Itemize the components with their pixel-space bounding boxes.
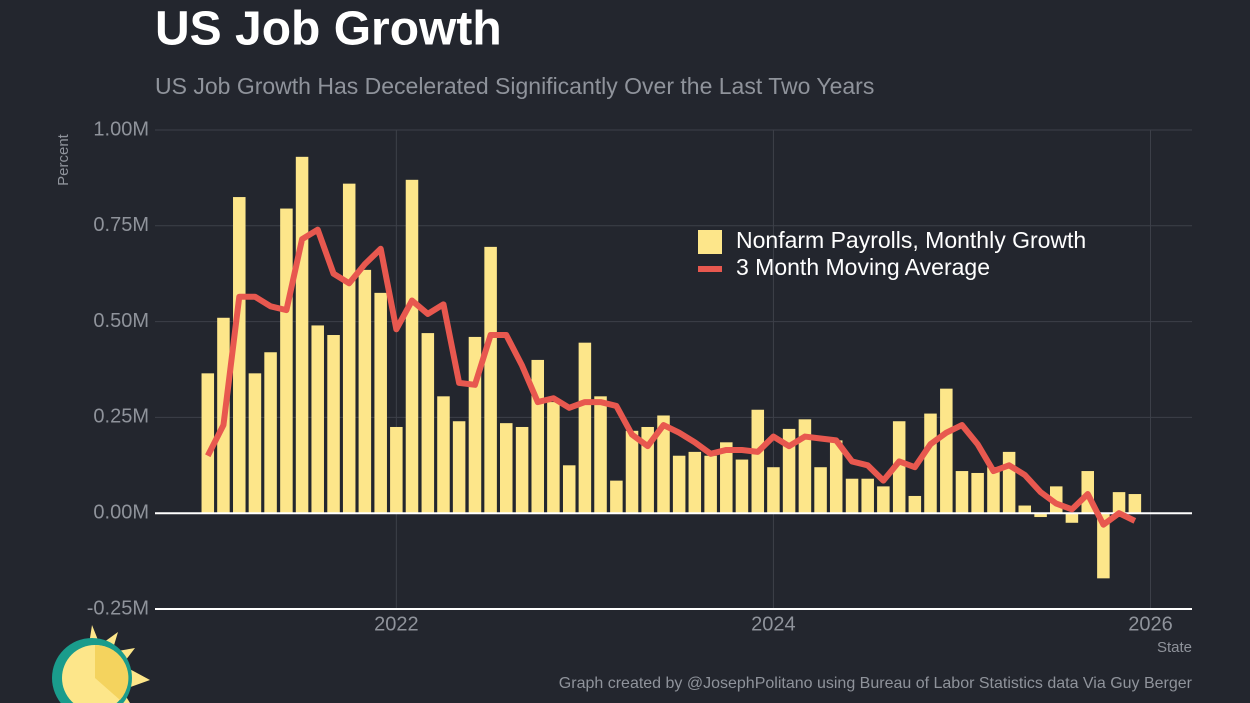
bar: [971, 472, 984, 514]
bar: [578, 342, 592, 514]
bar: [924, 413, 937, 514]
credit: Graph created by @JosephPolitano using B…: [559, 675, 1193, 692]
bar: [531, 359, 545, 514]
bar: [547, 402, 560, 514]
bar: [704, 455, 717, 514]
bar: [280, 208, 293, 514]
bar: [829, 440, 843, 514]
y-tick-label: 1.00M: [93, 118, 149, 140]
bar: [751, 409, 765, 514]
x-tick-label: 2024: [751, 613, 796, 635]
y-tick-label: 0.75M: [93, 214, 149, 236]
bar: [720, 442, 733, 514]
bar: [437, 396, 450, 514]
legend-label: 3 Month Moving Average: [736, 254, 990, 280]
bar: [861, 478, 874, 514]
bar: [1065, 513, 1079, 523]
bar: [625, 430, 639, 514]
bar: [201, 373, 215, 514]
chart-subtitle: US Job Growth Has Decelerated Significan…: [155, 73, 874, 99]
x-tick-label: 2022: [374, 613, 419, 635]
bar: [390, 426, 403, 514]
bar: [1128, 494, 1142, 514]
bar: [1112, 492, 1126, 514]
bar: [248, 373, 262, 514]
bar: [657, 415, 670, 514]
bar: [845, 478, 859, 514]
y-tick-label: 0.25M: [93, 406, 149, 428]
bar: [987, 467, 1000, 514]
bar: [452, 421, 466, 514]
bar: [940, 388, 953, 514]
bar: [405, 179, 419, 514]
bar: [374, 292, 387, 514]
bar: [610, 480, 623, 514]
legend-swatch: [698, 230, 722, 254]
bar: [1018, 505, 1032, 514]
logo: [52, 625, 150, 703]
bar: [515, 426, 529, 514]
bar: [955, 471, 969, 514]
y-tick-label: 0.50M: [93, 310, 149, 332]
bar: [342, 183, 356, 514]
bar: [688, 451, 702, 514]
bar: [892, 421, 906, 514]
x-tick-label: 2026: [1128, 613, 1173, 635]
y-tick-label: -0.25M: [87, 597, 149, 619]
bar: [358, 269, 372, 514]
bar: [877, 486, 890, 514]
y-tick-label: 0.00M: [93, 501, 149, 523]
bar: [908, 495, 922, 514]
bar: [1097, 513, 1110, 579]
y-axis-label: Percent: [55, 133, 72, 186]
bar: [1002, 451, 1016, 514]
bar: [767, 467, 780, 514]
bar: [1034, 513, 1047, 518]
x-axis-label: State: [1157, 639, 1192, 656]
bar: [295, 156, 309, 514]
bar: [594, 396, 607, 514]
bar: [814, 467, 827, 514]
bar: [798, 419, 812, 514]
bar: [782, 428, 796, 514]
bar: [327, 335, 340, 514]
bar: [311, 325, 324, 514]
bar: [641, 426, 654, 514]
bar: [233, 197, 246, 514]
bar: [500, 423, 513, 514]
bar: [264, 352, 277, 514]
bar: [484, 246, 497, 514]
bar: [421, 333, 435, 514]
bar: [735, 459, 749, 514]
bar: [562, 465, 576, 514]
chart-title: US Job Growth: [155, 3, 502, 56]
legend-label: Nonfarm Payrolls, Monthly Growth: [736, 227, 1086, 253]
bar: [672, 455, 686, 514]
moving-average-line: [205, 226, 1137, 528]
